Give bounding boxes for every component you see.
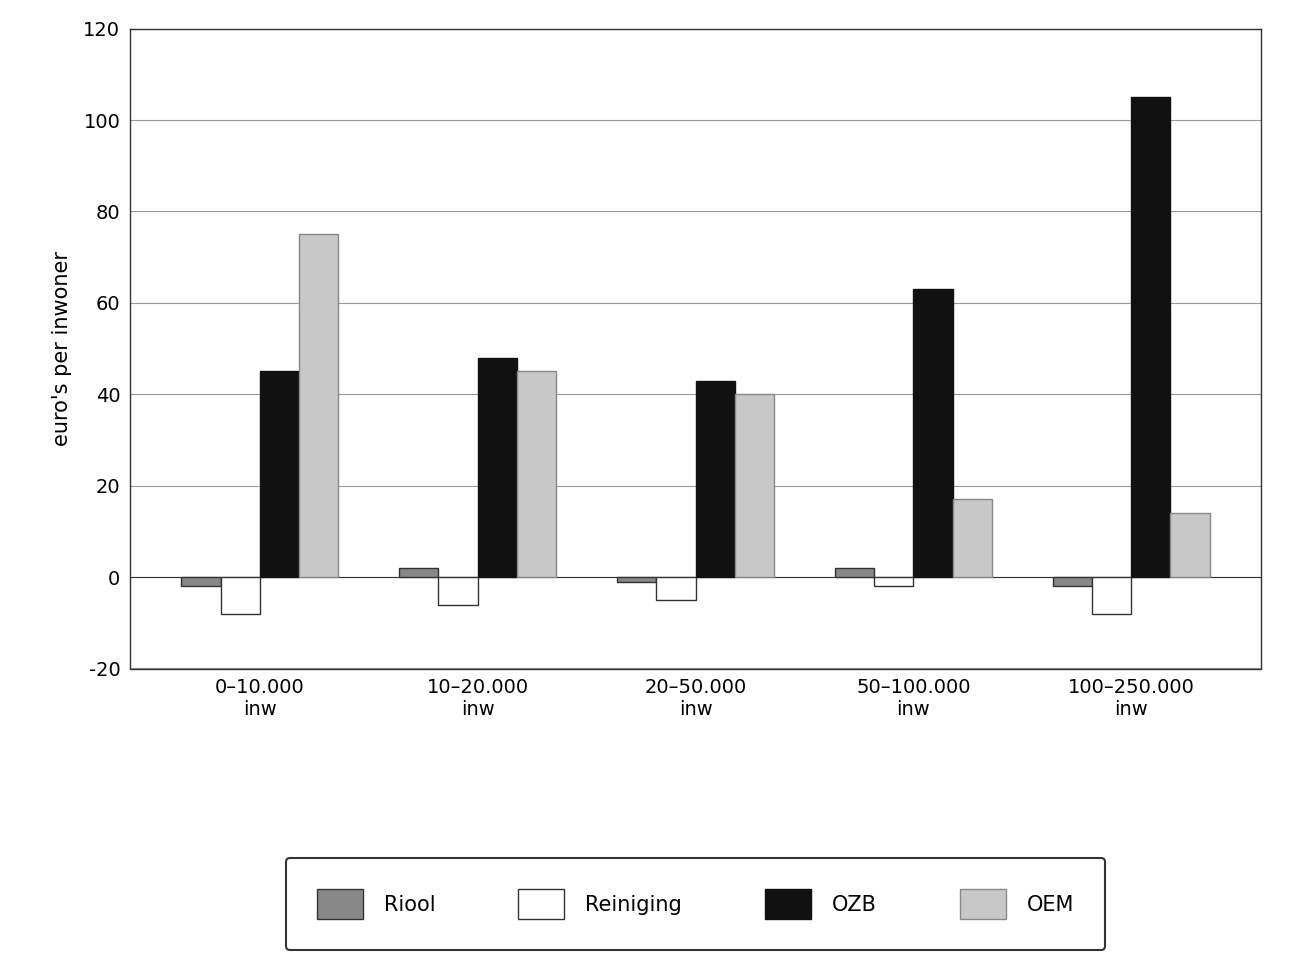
Bar (656, 577, 696, 600)
Bar (221, 577, 260, 614)
Bar (1053, 577, 1092, 586)
Bar (734, 394, 773, 577)
Bar (299, 234, 338, 577)
Bar (696, 380, 734, 577)
Bar (1092, 577, 1131, 614)
Bar (1131, 97, 1170, 577)
Bar (517, 371, 556, 577)
Bar (399, 568, 438, 577)
Bar (914, 289, 953, 577)
Legend: Riool, Reiniging, OZB, OEM: Riool, Reiniging, OZB, OEM (286, 859, 1105, 950)
Bar (1170, 513, 1209, 577)
Bar (953, 499, 992, 577)
Bar (874, 577, 914, 586)
Bar (182, 577, 221, 586)
Bar (477, 358, 517, 577)
Bar (618, 577, 656, 582)
Y-axis label: euro's per inwoner: euro's per inwoner (52, 251, 73, 446)
Bar (260, 371, 299, 577)
Bar (438, 577, 477, 605)
Bar (835, 568, 874, 577)
